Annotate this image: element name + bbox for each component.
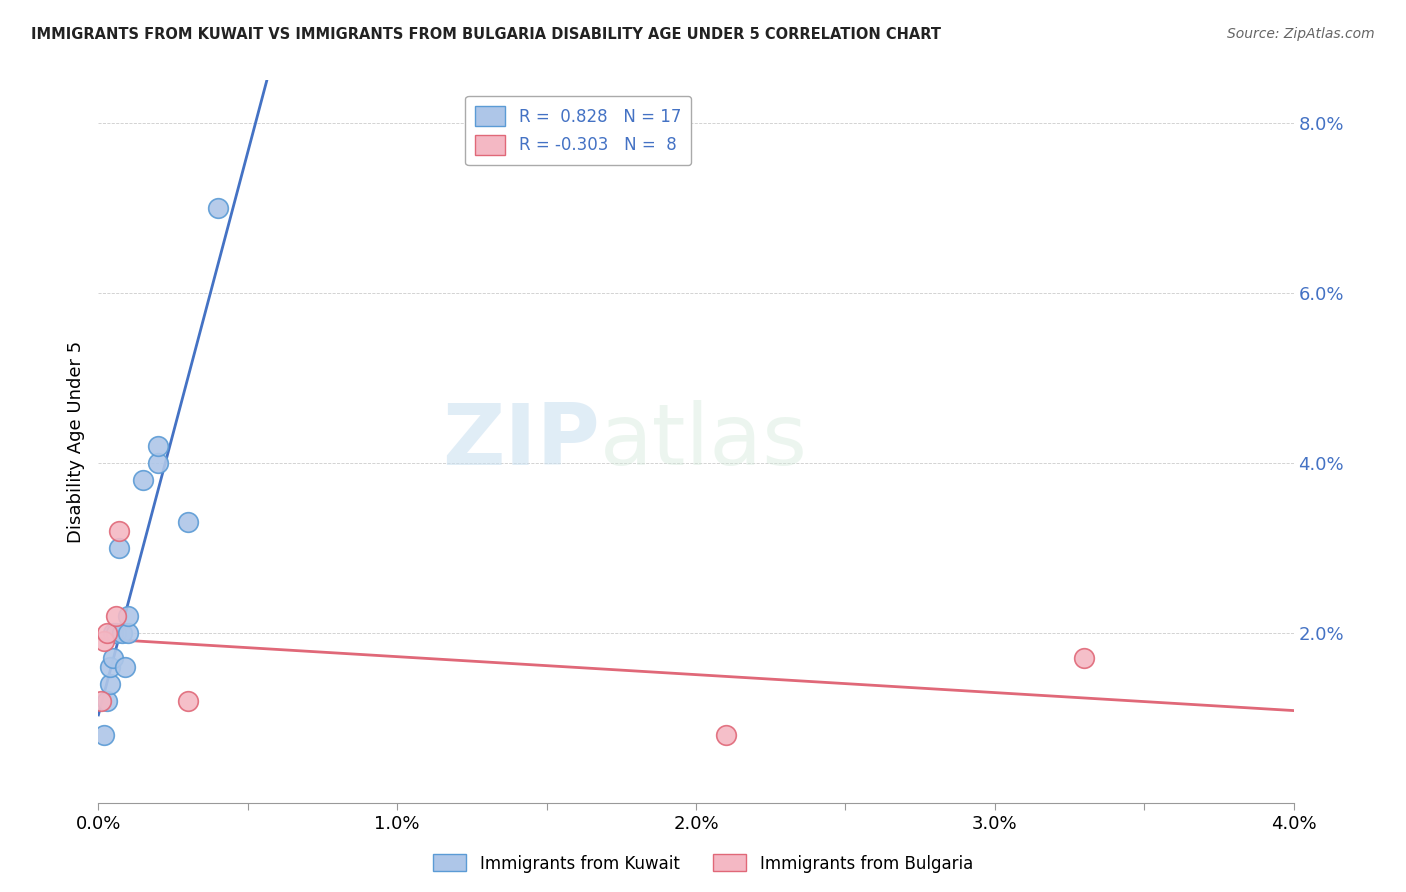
Point xyxy=(207,201,229,215)
Point xyxy=(105,625,128,640)
Point xyxy=(117,625,139,640)
Point xyxy=(90,694,112,708)
Point xyxy=(108,524,131,538)
Point xyxy=(177,694,200,708)
Point xyxy=(111,625,134,640)
Point xyxy=(132,473,155,487)
Text: ZIP: ZIP xyxy=(443,400,600,483)
Point xyxy=(93,634,115,648)
Point xyxy=(96,625,118,640)
Point xyxy=(93,728,115,742)
Point xyxy=(108,541,131,555)
Point xyxy=(714,728,737,742)
Point xyxy=(114,660,136,674)
Text: Source: ZipAtlas.com: Source: ZipAtlas.com xyxy=(1227,27,1375,41)
Point xyxy=(98,660,122,674)
Point xyxy=(1073,651,1095,665)
Point xyxy=(96,694,118,708)
Text: IMMIGRANTS FROM KUWAIT VS IMMIGRANTS FROM BULGARIA DISABILITY AGE UNDER 5 CORREL: IMMIGRANTS FROM KUWAIT VS IMMIGRANTS FRO… xyxy=(31,27,941,42)
Point xyxy=(105,608,128,623)
Point xyxy=(117,608,139,623)
Legend: R =  0.828   N = 17, R = -0.303   N =  8: R = 0.828 N = 17, R = -0.303 N = 8 xyxy=(465,95,690,165)
Point xyxy=(98,677,122,691)
Point xyxy=(103,651,125,665)
Text: atlas: atlas xyxy=(600,400,808,483)
Point xyxy=(177,516,200,530)
Y-axis label: Disability Age Under 5: Disability Age Under 5 xyxy=(66,341,84,542)
Point xyxy=(103,625,125,640)
Legend: Immigrants from Kuwait, Immigrants from Bulgaria: Immigrants from Kuwait, Immigrants from … xyxy=(426,847,980,880)
Point xyxy=(148,456,170,470)
Point xyxy=(148,439,170,453)
